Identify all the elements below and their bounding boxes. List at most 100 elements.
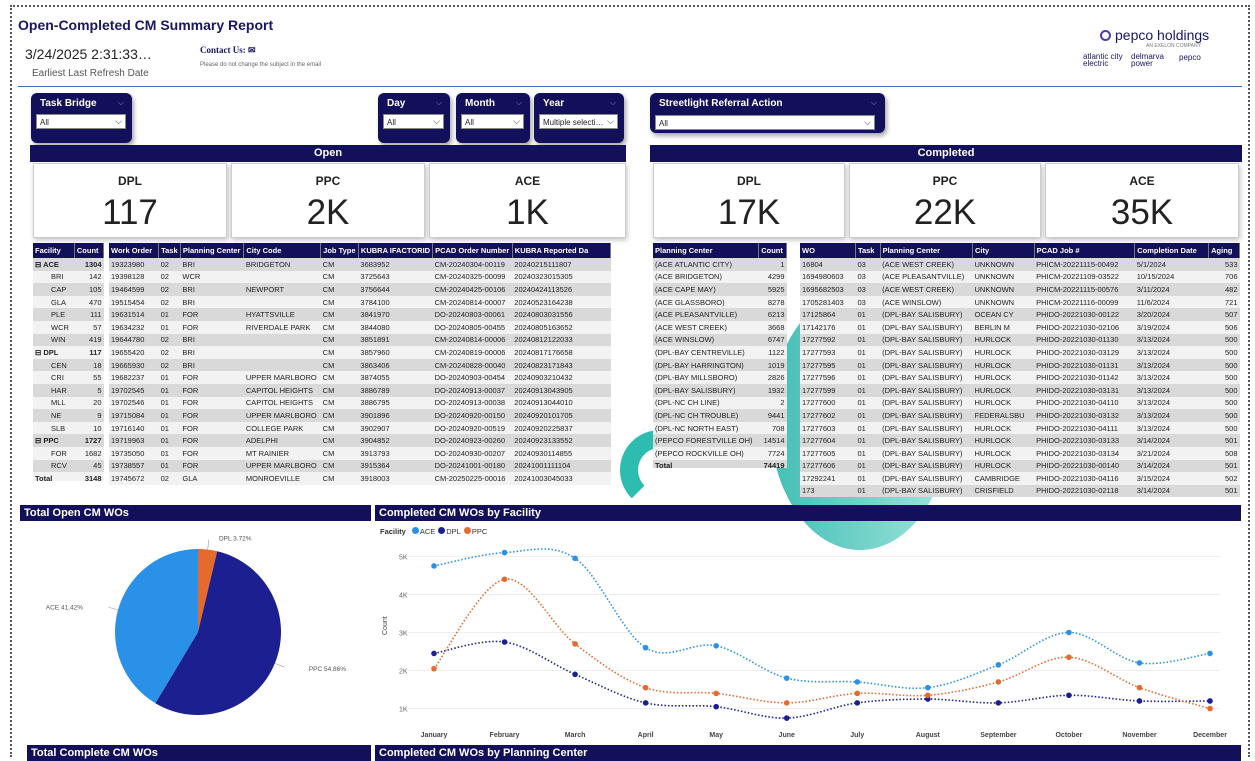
month-dropdown[interactable]: All ⌵ xyxy=(461,114,524,129)
table-row[interactable]: (PEPCO FORESTVILLE OH) 14514 xyxy=(653,434,787,447)
data-point-ace[interactable] xyxy=(713,643,719,649)
data-point-ppc[interactable] xyxy=(431,665,437,672)
year-dropdown[interactable]: Multiple selecti… ⌵ xyxy=(539,114,618,129)
table-row[interactable]: (DPL-NC NORTH EAST) 708 xyxy=(653,421,787,435)
table-row[interactable]: 1694980603 03 (ACE PLEASANTVILLE) UNKNOWN PH… xyxy=(800,270,1240,284)
data-point-ppc[interactable] xyxy=(642,684,649,691)
table-row[interactable]: 1705281403 03 (ACE WINSLOW) UNKNOWN PHICM-20… xyxy=(800,295,1240,309)
table-row[interactable]: 19745672 02 GLA MONROEVILLE CM 3918003 CM-2025… xyxy=(109,472,611,485)
table-row[interactable]: PLE 111 xyxy=(33,308,104,321)
table-row[interactable]: 17277604 01 (DPL-BAY SALISBURY) HURLOCK PHID… xyxy=(800,434,1240,447)
table-row[interactable]: (ACE CAPE MAY) 5925 xyxy=(653,283,787,296)
table-row[interactable]: ⊟ ACE 1304 xyxy=(33,258,104,271)
data-point-ace[interactable] xyxy=(1207,650,1213,657)
column-header[interactable]: KUBRA IFACTORID xyxy=(358,243,434,258)
table-row[interactable]: 17277593 01 (DPL-BAY SALISBURY) HURLOCK PHID… xyxy=(800,346,1240,359)
table-row[interactable]: 19735050 01 FOR MT RAINIER CM 3913793 DO-20240… xyxy=(109,446,611,460)
open-card-dpl[interactable]: DPL 117 xyxy=(33,163,227,238)
table-row[interactable]: 17277596 01 (DPL-BAY SALISBURY) HURLOCK PHID… xyxy=(800,371,1240,384)
table-row[interactable]: 19515454 02 BRI CM 3784100 CM-20240814-00007 2… xyxy=(109,295,611,309)
table-row[interactable]: BRI 142 xyxy=(33,270,104,284)
table-row[interactable]: 19323980 02 BRI BRIDGETON CM 3683952 CM-202403… xyxy=(109,258,611,271)
column-header[interactable]: Job Type xyxy=(320,243,359,258)
data-point-ace[interactable] xyxy=(783,675,790,681)
legend-item-ace[interactable]: ACE xyxy=(411,527,435,536)
table-row[interactable]: (DPL-NC CH TROUBLE) 9441 xyxy=(653,409,787,422)
table-row[interactable]: 19631514 01 FOR HYATTSVILLE CM 3841970 DO-2024… xyxy=(109,308,611,321)
data-point-ace[interactable] xyxy=(1136,660,1143,666)
table-row[interactable]: 19682237 01 FOR UPPER MARLBORO CM 3874055 DO-2… xyxy=(109,371,611,384)
open-card-ppc[interactable]: PPC 2K xyxy=(231,163,425,238)
column-header[interactable]: Aging xyxy=(1208,243,1240,258)
column-header[interactable]: PCAD Order Number xyxy=(432,243,513,258)
table-row[interactable]: 17277606 01 (DPL-BAY SALISBURY) HURLOCK PHID… xyxy=(800,459,1240,473)
table-row[interactable]: 19634232 01 FOR RIVERDALE PARK CM 3844080 DO-2… xyxy=(109,320,611,334)
data-point-ppc[interactable] xyxy=(572,641,578,647)
table-row[interactable]: 19702546 01 FOR CAPITOL HEIGHTS CM 3886795 DO-… xyxy=(109,396,611,410)
data-point-ace[interactable] xyxy=(431,563,437,569)
table-row[interactable]: 173 01 (DPL-BAY SALISBURY) CRISFIELD PHIDO-2… xyxy=(800,484,1240,498)
table-row[interactable]: (DPL-BAY SALISBURY) 1932 xyxy=(653,383,787,397)
table-row[interactable]: CAP 105 xyxy=(33,283,104,296)
facility-count-table[interactable]: Facility Count ⊟ ACE 1304 BRI 142 CAP 105 GLA 470… xyxy=(33,243,104,481)
completed-card-dpl[interactable]: DPL 17K xyxy=(653,163,845,238)
table-row[interactable]: 17277595 01 (DPL-BAY SALISBURY) HURLOCK PHID… xyxy=(800,358,1240,372)
mail-icon[interactable]: ✉ xyxy=(248,45,256,55)
pie-slice-ace[interactable] xyxy=(115,549,198,704)
table-row[interactable]: WIN 419 xyxy=(33,333,104,347)
data-point-ace[interactable] xyxy=(642,644,649,651)
table-row[interactable]: ⊟ DPL 117 xyxy=(33,346,104,359)
data-point-dpl[interactable] xyxy=(501,639,508,645)
completed-work-orders-table[interactable]: WO Task Planning Center City PCAD Job # Compl… xyxy=(800,243,1240,499)
task-bridge-dropdown[interactable]: All ⌵ xyxy=(36,114,126,129)
data-point-ppc[interactable] xyxy=(995,679,1002,685)
series-line-ace[interactable] xyxy=(433,548,1211,690)
streetlight-dropdown[interactable]: All ⌵ xyxy=(655,115,875,130)
table-row[interactable]: (DPL-BAY HARRINGTON) 1019 xyxy=(653,358,787,372)
table-row[interactable]: MLL 20 xyxy=(33,396,104,410)
data-point-ppc[interactable] xyxy=(854,690,861,697)
data-point-dpl[interactable] xyxy=(431,650,437,657)
table-row[interactable]: 17277600 01 (DPL-BAY SALISBURY) HURLOCK PHID… xyxy=(800,396,1240,410)
data-point-ace[interactable] xyxy=(925,684,931,691)
table-row[interactable]: (PEPCO ROCKVILLE OH) 7724 xyxy=(653,446,787,460)
data-point-ace[interactable] xyxy=(854,679,861,685)
table-row[interactable]: 19665930 02 BRI CM 3863406 CM-20240828-00040 2… xyxy=(109,358,611,372)
table-row[interactable]: (ACE ATLANTIC CITY) 1 xyxy=(653,258,787,271)
table-row[interactable]: 17292241 01 (DPL-BAY SALISBURY) CAMBRIDGE PH… xyxy=(800,472,1240,485)
table-row[interactable]: 19715084 01 FOR UPPER MARLBORO CM 3901896 DO-2… xyxy=(109,409,611,422)
column-header[interactable]: Planning Center xyxy=(180,243,245,258)
table-row[interactable]: (ACE WEST CREEK) 3668 xyxy=(653,320,787,334)
column-header[interactable]: City Code xyxy=(243,243,322,258)
table-row[interactable]: (ACE BRIDGETON) 4299 xyxy=(653,270,787,284)
column-header[interactable]: Task xyxy=(855,243,881,258)
slicer-day[interactable]: Day ⌵ All ⌵ xyxy=(378,93,450,143)
column-header[interactable]: Count xyxy=(758,243,787,258)
table-row[interactable]: FOR 1682 xyxy=(33,446,104,460)
slicer-year[interactable]: Year ⌵ Multiple selecti… ⌵ xyxy=(534,93,624,143)
table-row[interactable]: (DPL-BAY CENTREVILLE) 1122 xyxy=(653,346,787,359)
table-row[interactable]: 17277605 01 (DPL-BAY SALISBURY) HURLOCK PHID… xyxy=(800,446,1240,460)
data-point-ppc[interactable] xyxy=(1207,705,1213,712)
table-row[interactable]: 19716140 01 FOR COLLEGE PARK CM 3902907 DO-202… xyxy=(109,421,611,435)
data-point-dpl[interactable] xyxy=(783,715,790,721)
table-row[interactable]: 17277603 01 (DPL-BAY SALISBURY) HURLOCK PHID… xyxy=(800,421,1240,435)
table-row[interactable]: 17277592 01 (DPL-BAY SALISBURY) HURLOCK PHID… xyxy=(800,333,1240,347)
table-row[interactable]: SLB 10 xyxy=(33,421,104,435)
completed-by-facility-line-chart[interactable]: 1K 2K 3K 4K 5K Count January February March April… xyxy=(377,540,1241,743)
legend-item-dpl[interactable]: DPL xyxy=(438,527,461,536)
table-row[interactable]: 17142176 01 (DPL-BAY SALISBURY) BERLIN M PHI… xyxy=(800,320,1240,334)
table-row[interactable]: Total 74419 xyxy=(653,459,787,468)
table-row[interactable]: 19655420 02 BRI CM 3857960 CM-20240819-00006 2… xyxy=(109,346,611,359)
table-row[interactable]: 19719963 01 FOR ADELPHI CM 3904852 DO-20240923… xyxy=(109,434,611,447)
series-line-ppc[interactable] xyxy=(433,578,1211,710)
data-point-ace[interactable] xyxy=(572,555,578,562)
slicer-task-bridge[interactable]: Task Bridge ⌵ All ⌵ xyxy=(31,93,132,143)
table-row[interactable]: 19398128 02 WCR CM 3725643 CM-20240325-00099 2… xyxy=(109,270,611,284)
table-row[interactable]: 17277602 01 (DPL-BAY SALISBURY) FEDERALSBU P… xyxy=(800,409,1240,422)
column-header[interactable]: PCAD Job # xyxy=(1034,243,1136,258)
table-row[interactable]: 19644780 02 BRI CM 3851891 CM-20240814-00006 2… xyxy=(109,333,611,347)
table-row[interactable]: 19702545 01 FOR CAPITOL HEIGHTS CM 3886789 DO-… xyxy=(109,383,611,397)
table-row[interactable]: (ACE GLASSBORO) 8278 xyxy=(653,295,787,309)
column-header[interactable]: WO xyxy=(800,243,856,258)
